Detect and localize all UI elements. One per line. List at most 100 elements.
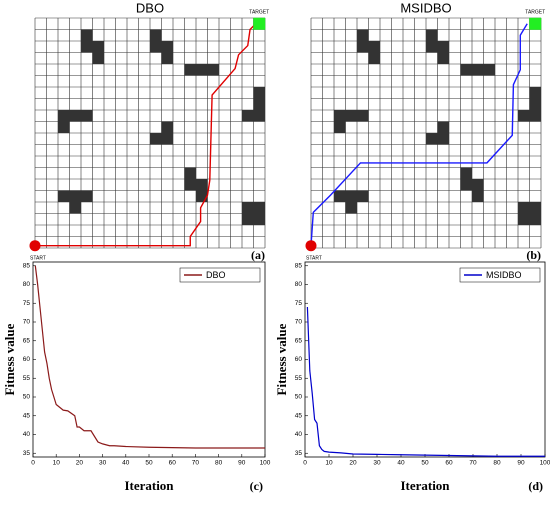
x-tick-label: 100 [260, 460, 271, 467]
obstacle [161, 121, 173, 133]
path [310, 23, 528, 246]
obstacle [69, 190, 81, 202]
obstacle [334, 190, 346, 202]
y-tick-label: 80 [295, 281, 303, 288]
x-tick-label: 20 [349, 460, 357, 467]
x-tick-label: 70 [469, 460, 477, 467]
y-tick-label: 65 [295, 337, 303, 344]
x-axis-label: Iteration [400, 478, 450, 493]
target-point [529, 17, 542, 30]
obstacle [357, 41, 369, 53]
legend-label: DBO [206, 270, 226, 280]
y-tick-label: 35 [23, 450, 31, 457]
obstacle [345, 110, 357, 122]
obstacle [345, 202, 357, 214]
obstacle [368, 52, 380, 64]
obstacle [150, 133, 162, 145]
obstacle [345, 190, 357, 202]
x-tick-label: 50 [145, 460, 153, 467]
x-tick-label: 60 [169, 460, 177, 467]
x-tick-label: 0 [31, 460, 35, 467]
obstacle [242, 110, 254, 122]
obstacle [196, 179, 208, 191]
obstacle [460, 179, 472, 191]
y-tick-label: 55 [23, 375, 31, 382]
target-label: TARGET [249, 9, 269, 15]
y-tick-label: 50 [23, 394, 31, 401]
obstacle [81, 190, 93, 202]
obstacle [196, 190, 208, 202]
y-tick-label: 40 [23, 431, 31, 438]
obstacle [92, 41, 104, 53]
obstacle [437, 121, 449, 133]
series-line [306, 306, 545, 457]
target-point [253, 17, 266, 30]
obstacle [81, 41, 93, 53]
y-tick-label: 45 [295, 412, 303, 419]
y-tick-label: 75 [23, 300, 31, 307]
obstacle [529, 110, 541, 122]
legend-label: MSIDBO [486, 270, 522, 280]
obstacle [81, 29, 93, 41]
obstacle [426, 29, 438, 41]
obstacle [426, 133, 438, 145]
chart-title: DBO [136, 0, 164, 15]
obstacle [58, 121, 70, 133]
obstacle [253, 110, 265, 122]
obstacle [460, 167, 472, 179]
start-point [305, 240, 317, 252]
obstacle [253, 87, 265, 99]
chart-title: MSIDBO [400, 0, 451, 15]
y-tick-label: 35 [295, 450, 303, 457]
obstacle [253, 202, 265, 214]
obstacle [518, 213, 530, 225]
plot-area [32, 261, 266, 458]
x-tick-label: 40 [122, 460, 130, 467]
y-axis-label: Fitness value [2, 323, 17, 395]
y-tick-label: 45 [23, 412, 31, 419]
x-tick-label: 10 [53, 460, 61, 467]
obstacle [58, 110, 70, 122]
obstacle [426, 41, 438, 53]
x-tick-label: 20 [76, 460, 84, 467]
x-tick-label: 70 [192, 460, 200, 467]
obstacle [161, 52, 173, 64]
x-tick-label: 90 [517, 460, 525, 467]
obstacle [483, 64, 495, 76]
start-label: START [306, 255, 322, 261]
obstacle [69, 110, 81, 122]
y-tick-label: 85 [295, 262, 303, 269]
obstacle [184, 179, 196, 191]
x-tick-label: 30 [99, 460, 107, 467]
obstacle [253, 213, 265, 225]
obstacle [150, 29, 162, 41]
start-label: START [30, 255, 46, 261]
obstacle [529, 98, 541, 110]
panel-label: (c) [250, 479, 263, 493]
x-tick-label: 0 [303, 460, 307, 467]
x-axis-label: Iteration [124, 478, 174, 493]
obstacle [253, 98, 265, 110]
y-tick-label: 60 [295, 356, 303, 363]
obstacle [357, 29, 369, 41]
y-tick-label: 40 [295, 431, 303, 438]
obstacle [161, 133, 173, 145]
y-tick-label: 70 [23, 319, 31, 326]
x-tick-label: 90 [238, 460, 246, 467]
y-tick-label: 65 [23, 337, 31, 344]
target-label: TARGET [525, 9, 545, 15]
y-tick-label: 60 [23, 356, 31, 363]
x-tick-label: 80 [215, 460, 223, 467]
obstacle [334, 110, 346, 122]
obstacle [529, 202, 541, 214]
plot-area [304, 261, 546, 458]
obstacle [242, 202, 254, 214]
obstacle [437, 133, 449, 145]
y-tick-label: 75 [295, 300, 303, 307]
x-tick-label: 50 [421, 460, 429, 467]
obstacle [472, 179, 484, 191]
series-line [34, 265, 265, 449]
path [35, 22, 258, 247]
